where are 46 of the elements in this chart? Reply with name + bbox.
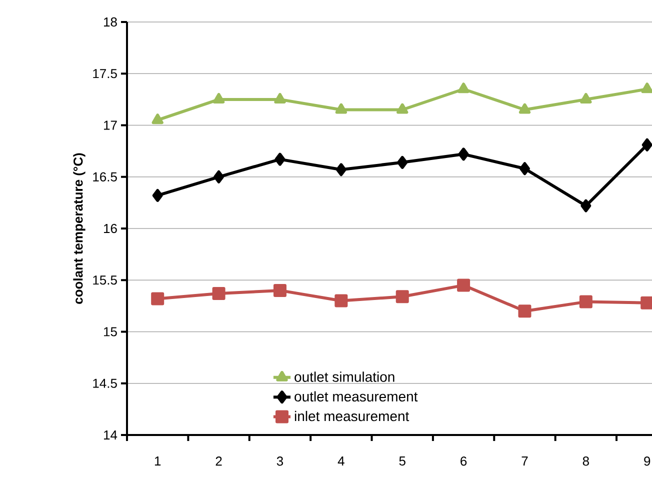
y-tick-label: 16.5 <box>93 172 117 182</box>
x-tick-label: 3 <box>276 456 284 466</box>
point <box>152 188 163 202</box>
point <box>214 170 224 184</box>
point <box>396 103 408 114</box>
y-tick-label: 18 <box>104 17 117 27</box>
point <box>580 199 592 212</box>
point <box>336 163 346 176</box>
y-tick-label: 17.5 <box>93 69 117 78</box>
y-tick-label: 16 <box>104 224 117 234</box>
y-axis-title: coolant temperature (°C) <box>73 153 86 304</box>
point <box>152 114 164 124</box>
x-tick-label: 6 <box>460 456 467 466</box>
point <box>519 162 530 176</box>
point <box>518 304 532 318</box>
point <box>458 82 470 94</box>
y-tick-label: 15 <box>104 327 117 336</box>
point <box>518 103 531 114</box>
legend-label: outlet measurement <box>294 391 418 402</box>
point <box>334 294 348 308</box>
point <box>580 92 592 104</box>
x-tick-label: 4 <box>338 456 344 466</box>
point <box>273 284 286 297</box>
point <box>151 292 164 306</box>
point <box>396 290 409 304</box>
x-tick-label: 5 <box>399 456 406 466</box>
point <box>212 287 226 300</box>
x-tick-label: 9 <box>644 456 650 466</box>
point <box>397 156 408 169</box>
legend-label: inlet measurement <box>294 410 410 422</box>
point <box>458 148 469 161</box>
x-tick-label: 7 <box>522 456 528 466</box>
point <box>274 152 286 166</box>
y-tick-label: 15.5 <box>93 276 117 285</box>
y-tick-label: 17 <box>104 120 117 130</box>
legend-label: outlet simulation <box>294 372 394 382</box>
point <box>335 103 347 114</box>
y-tick-label: 14 <box>104 430 118 440</box>
point <box>274 92 286 104</box>
x-tick-label: 8 <box>582 456 589 466</box>
x-tick-label: 1 <box>154 456 161 466</box>
point <box>579 295 592 308</box>
x-tick-label: 2 <box>216 456 222 466</box>
y-tick-label: 14.5 <box>93 378 117 388</box>
point <box>457 278 470 292</box>
point <box>212 92 225 104</box>
